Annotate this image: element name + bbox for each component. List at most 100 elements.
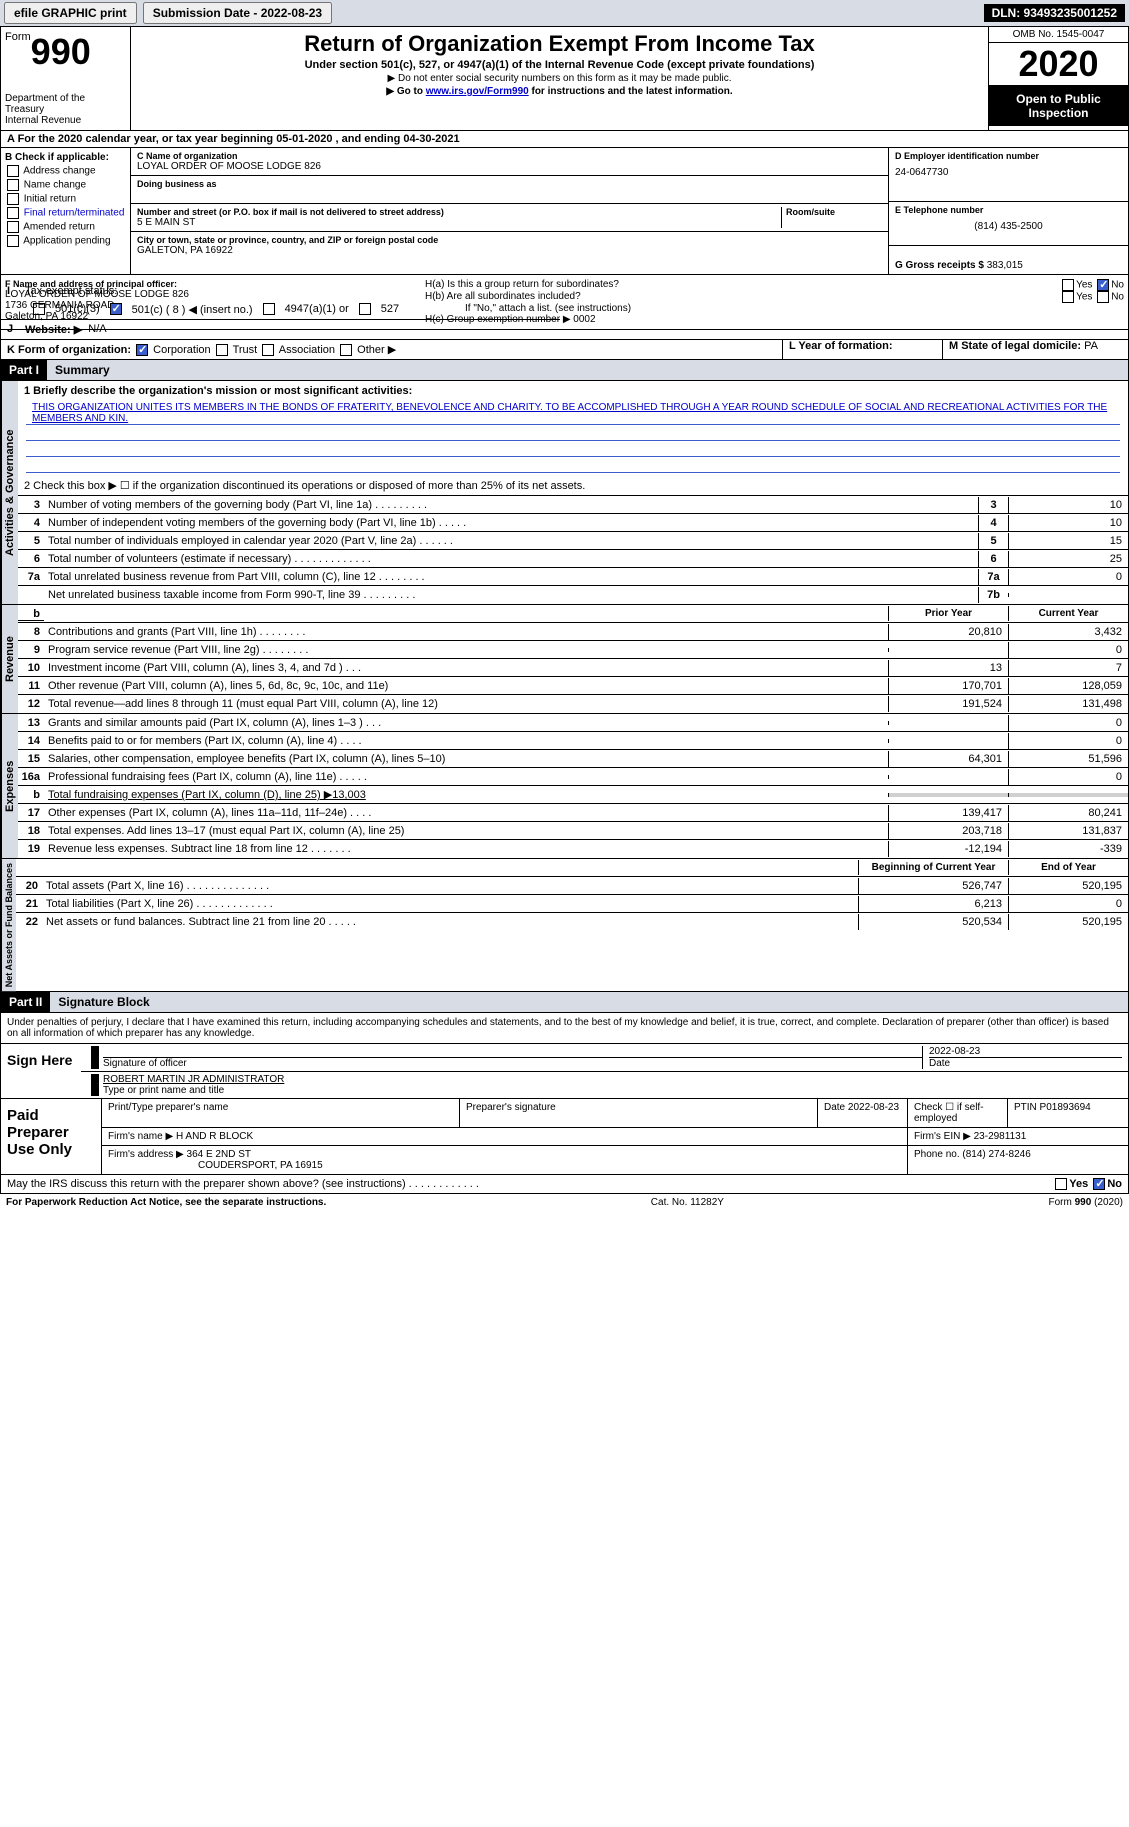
irs-label: Internal Revenue: [5, 115, 126, 126]
footer-mid: Cat. No. 11282Y: [651, 1197, 724, 1208]
form-subtitle: Under section 501(c), 527, or 4947(a)(1)…: [135, 59, 984, 71]
table-row: bTotal fundraising expenses (Part IX, co…: [18, 786, 1128, 804]
part2-title: Signature Block: [50, 992, 1128, 1012]
city-label: City or town, state or province, country…: [137, 235, 882, 245]
efile-button[interactable]: efile GRAPHIC print: [4, 2, 137, 24]
submission-button[interactable]: Submission Date - 2022-08-23: [143, 2, 332, 24]
table-row: 22Net assets or fund balances. Subtract …: [16, 913, 1128, 931]
omb-number: OMB No. 1545-0047: [989, 27, 1128, 43]
assoc-checkbox[interactable]: [262, 344, 274, 356]
no-label: No: [1111, 280, 1124, 291]
dln-label: DLN: 93493235001252: [984, 4, 1125, 22]
gross-label: G Gross receipts $: [895, 260, 987, 271]
room-label: Room/suite: [786, 207, 882, 217]
hb-no[interactable]: [1097, 291, 1109, 303]
initial-return-checkbox[interactable]: [7, 193, 19, 205]
table-row: 19Revenue less expenses. Subtract line 1…: [18, 840, 1128, 858]
final-return-checkbox[interactable]: [7, 207, 19, 219]
state-value: PA: [1084, 340, 1098, 352]
501c3-label: 501(c)(3): [55, 303, 100, 316]
501c3-checkbox[interactable]: [33, 303, 45, 315]
table-row: 5Total number of individuals employed in…: [18, 532, 1128, 550]
name-change-label: Name change: [24, 180, 86, 191]
part2-label: Part II: [1, 992, 50, 1012]
amended-checkbox[interactable]: [7, 221, 19, 233]
corp-checkbox[interactable]: [136, 344, 148, 356]
app-pending-checkbox[interactable]: [7, 235, 19, 247]
table-row: 14Benefits paid to or for members (Part …: [18, 732, 1128, 750]
state-label: M State of legal domicile:: [949, 340, 1084, 352]
discuss-question: May the IRS discuss this return with the…: [7, 1178, 1053, 1190]
firm-phone-label: Phone no.: [914, 1149, 962, 1160]
yes-label2: Yes: [1076, 292, 1092, 303]
form-header: Form990 Department of the Treasury Inter…: [0, 26, 1129, 131]
name-change-checkbox[interactable]: [7, 179, 19, 191]
top-toolbar: efile GRAPHIC print Submission Date - 20…: [0, 0, 1129, 26]
netassets-tab: Net Assets or Fund Balances: [1, 859, 16, 991]
part1-title: Summary: [47, 360, 1128, 380]
discuss-no[interactable]: [1093, 1178, 1105, 1190]
public-inspection: Open to Public Inspection: [989, 86, 1128, 126]
part1-header: Part I Summary: [0, 360, 1129, 381]
ha-no[interactable]: [1097, 279, 1109, 291]
mission-q1: 1 Briefly describe the organization's mi…: [24, 385, 412, 397]
sig-date: 2022-08-23: [929, 1046, 1122, 1057]
revenue-section: Revenue b Prior Year Current Year 8Contr…: [0, 605, 1129, 714]
table-row: 10Investment income (Part VIII, column (…: [18, 659, 1128, 677]
discuss-yes[interactable]: [1055, 1178, 1067, 1190]
yes-label: Yes: [1076, 280, 1092, 291]
mission-q2: 2 Check this box ▶ ☐ if the organization…: [18, 473, 1128, 495]
irs-link[interactable]: www.irs.gov/Form990: [426, 86, 529, 97]
footer-left: For Paperwork Reduction Act Notice, see …: [6, 1197, 326, 1208]
netassets-section: Net Assets or Fund Balances Beginning of…: [0, 859, 1129, 992]
begin-year-head: Beginning of Current Year: [858, 860, 1008, 875]
officer-printed-name: ROBERT MARTIN JR ADMINISTRATOR: [103, 1074, 1122, 1085]
4947-label: 4947(a)(1) or: [285, 303, 349, 316]
table-row: 7aTotal unrelated business revenue from …: [18, 568, 1128, 586]
signature-note: Under penalties of perjury, I declare th…: [0, 1013, 1129, 1044]
other-label: Other ▶: [357, 344, 396, 356]
part2-header: Part II Signature Block: [0, 992, 1129, 1013]
part1-label: Part I: [1, 360, 47, 380]
preparer-left-label: Paid Preparer Use Only: [1, 1099, 101, 1174]
governance-section: Activities & Governance 1 Briefly descri…: [0, 381, 1129, 605]
firm-ein: 23-2981131: [974, 1131, 1027, 1142]
print-name-label: Type or print name and title: [103, 1085, 1122, 1096]
4947-checkbox[interactable]: [263, 303, 275, 315]
privacy-note: ▶ Do not enter social security numbers o…: [135, 73, 984, 84]
hb-yes[interactable]: [1062, 291, 1074, 303]
ha-yes[interactable]: [1062, 279, 1074, 291]
website-value: N/A: [88, 323, 106, 336]
501c-checkbox[interactable]: [110, 303, 122, 315]
hb-label: H(b) Are all subordinates included?: [425, 291, 581, 303]
table-row: 8Contributions and grants (Part VIII, li…: [18, 623, 1128, 641]
ein-value: 24-0647730: [895, 167, 1122, 178]
street-label: Number and street (or P.O. box if mail i…: [137, 207, 781, 217]
trust-checkbox[interactable]: [216, 344, 228, 356]
sign-section: Sign Here Signature of officer 2022-08-2…: [0, 1044, 1129, 1099]
sig-officer-label: Signature of officer: [103, 1057, 922, 1069]
table-row: 15Salaries, other compensation, employee…: [18, 750, 1128, 768]
footer: For Paperwork Reduction Act Notice, see …: [0, 1194, 1129, 1211]
expenses-tab: Expenses: [1, 714, 18, 858]
identity-block: B Check if applicable: Address change Na…: [0, 148, 1129, 275]
app-pending-label: Application pending: [23, 236, 110, 247]
table-row: 16aProfessional fundraising fees (Part I…: [18, 768, 1128, 786]
tax-status-label: Tax-exempt status:: [25, 285, 117, 297]
firm-phone: (814) 274-8246: [962, 1149, 1030, 1160]
firm-addr: 364 E 2ND ST: [187, 1149, 251, 1160]
firm-addr-label: Firm's address ▶: [108, 1149, 184, 1160]
hc-label: H(c) Group exemption number ▶ 0002: [425, 314, 1124, 325]
ein-label: D Employer identification number: [895, 151, 1122, 161]
revenue-tab: Revenue: [1, 605, 18, 713]
other-checkbox[interactable]: [340, 344, 352, 356]
527-checkbox[interactable]: [359, 303, 371, 315]
prep-name-head: Print/Type preparer's name: [102, 1099, 460, 1127]
527-label: 527: [381, 303, 399, 316]
address-change-checkbox[interactable]: [7, 165, 19, 177]
table-row: 12Total revenue—add lines 8 through 11 (…: [18, 695, 1128, 713]
prep-date: Date 2022-08-23: [818, 1099, 908, 1127]
tax-year: 2020: [989, 43, 1128, 86]
assoc-label: Association: [279, 344, 335, 356]
phone-value: (814) 435-2500: [895, 221, 1122, 232]
